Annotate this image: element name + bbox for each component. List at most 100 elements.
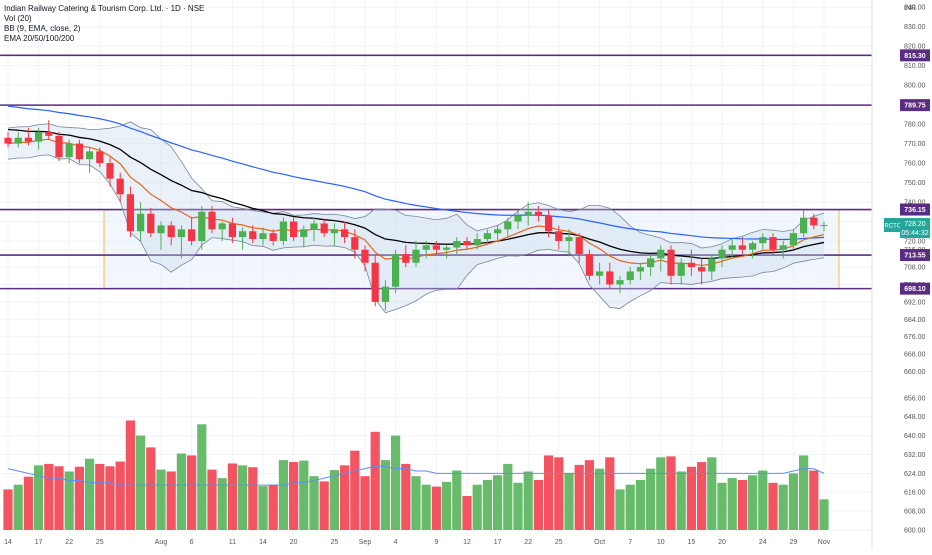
volume-bar xyxy=(299,460,309,530)
level-price-tag-text: 736.15 xyxy=(904,207,926,214)
volume-bar xyxy=(207,469,217,530)
candle-body xyxy=(320,223,328,234)
level-price-tag xyxy=(900,249,930,262)
x-tick-label: 20 xyxy=(290,539,298,546)
level-price-tag xyxy=(900,49,930,62)
candle-body xyxy=(677,262,685,276)
volume-bar xyxy=(187,455,197,530)
candle-body xyxy=(626,271,634,281)
level-price-tag-text: 815.30 xyxy=(904,53,926,60)
candle-body xyxy=(585,254,593,276)
range-box xyxy=(103,209,840,290)
candle-body xyxy=(167,225,175,238)
price-tick-label: 684.00 xyxy=(904,317,926,324)
bollinger-band-fill xyxy=(8,121,824,313)
candle-body xyxy=(789,233,797,246)
volume-bar xyxy=(166,471,176,530)
candle-body xyxy=(55,135,63,158)
x-tick-label: 22 xyxy=(524,539,532,546)
x-tick-label: 12 xyxy=(463,539,471,546)
candle-body xyxy=(45,131,53,136)
price-tick-label: 616.00 xyxy=(904,490,926,497)
candle-body xyxy=(412,249,420,263)
candle-body xyxy=(432,245,440,250)
candle-body xyxy=(514,215,522,222)
candle-body xyxy=(494,229,502,234)
level-price-tag-text: 713.55 xyxy=(904,253,926,260)
volume-ma-line xyxy=(7,465,825,486)
volume-bar xyxy=(615,489,625,530)
candle-body xyxy=(351,237,359,250)
candle-body xyxy=(708,258,716,272)
candle-body xyxy=(483,233,491,240)
volume-bar xyxy=(248,467,258,530)
volume-bar xyxy=(523,471,533,530)
volume-bar xyxy=(676,471,686,530)
price-tick-label: 720.00 xyxy=(904,239,926,246)
price-tick-label: 840.00 xyxy=(904,5,926,12)
volume-bar xyxy=(574,464,584,530)
price-tick-label: 656.00 xyxy=(904,395,926,402)
level-price-tag xyxy=(900,282,930,295)
volume-bar xyxy=(258,486,268,530)
candle-body xyxy=(534,211,542,216)
candle-body xyxy=(228,223,236,238)
volume-bar xyxy=(401,463,411,530)
candle-body xyxy=(361,249,369,263)
volume-bar xyxy=(442,481,452,530)
candle-body xyxy=(769,237,777,250)
price-tick-label: 660.00 xyxy=(904,369,926,376)
volume-indicator-label[interactable]: Vol (20) xyxy=(4,14,32,23)
candle-body xyxy=(86,151,94,160)
x-tick-label: 20 xyxy=(718,539,726,546)
volume-bar xyxy=(584,460,594,530)
price-tick-label: 608.00 xyxy=(904,509,926,516)
volume-bar xyxy=(503,463,513,530)
candle-body xyxy=(422,245,430,250)
candle-body xyxy=(330,229,338,234)
price-tick-label: 760.00 xyxy=(904,161,926,168)
volume-bar xyxy=(85,458,95,530)
candle-body xyxy=(738,245,746,250)
volume-bar xyxy=(44,463,54,530)
candle-body xyxy=(35,131,43,142)
volume-bar xyxy=(350,450,360,530)
candle-body xyxy=(647,258,655,268)
candle-body xyxy=(96,151,104,164)
volume-bar xyxy=(595,468,605,530)
candle-body xyxy=(820,225,828,227)
price-tick-label: 600.00 xyxy=(904,528,926,535)
volume-bar xyxy=(462,496,472,530)
volume-bar xyxy=(799,455,809,530)
candle-body xyxy=(810,217,818,226)
volume-bar xyxy=(452,470,462,530)
x-tick-label: 6 xyxy=(190,539,194,546)
x-tick-label: 17 xyxy=(35,539,43,546)
volume-bar xyxy=(217,478,227,530)
volume-bar xyxy=(625,484,635,530)
x-tick-label: 14 xyxy=(259,539,267,546)
volume-bar xyxy=(656,457,666,530)
volume-bar xyxy=(819,499,829,530)
volume-bar xyxy=(748,475,758,530)
candle-body xyxy=(218,223,226,230)
candle-body xyxy=(137,213,145,232)
volume-bar xyxy=(289,462,299,530)
candle-body xyxy=(687,262,695,268)
candle-body xyxy=(453,241,461,248)
volume-bar xyxy=(136,435,146,530)
candle-body xyxy=(371,262,379,302)
candle-body xyxy=(290,221,298,238)
volume-bar xyxy=(697,462,707,530)
level-price-tag xyxy=(900,203,930,216)
volume-bar xyxy=(105,466,115,530)
volume-bar xyxy=(340,465,350,530)
ema-indicator-label[interactable]: EMA 20/50/100/200 xyxy=(4,34,75,43)
bollinger-indicator-label[interactable]: BB (9, EMA, close, 2) xyxy=(4,24,81,33)
volume-bar xyxy=(74,466,84,530)
candle-body xyxy=(65,143,73,158)
volume-bar xyxy=(309,476,319,530)
candle-body xyxy=(177,229,185,238)
